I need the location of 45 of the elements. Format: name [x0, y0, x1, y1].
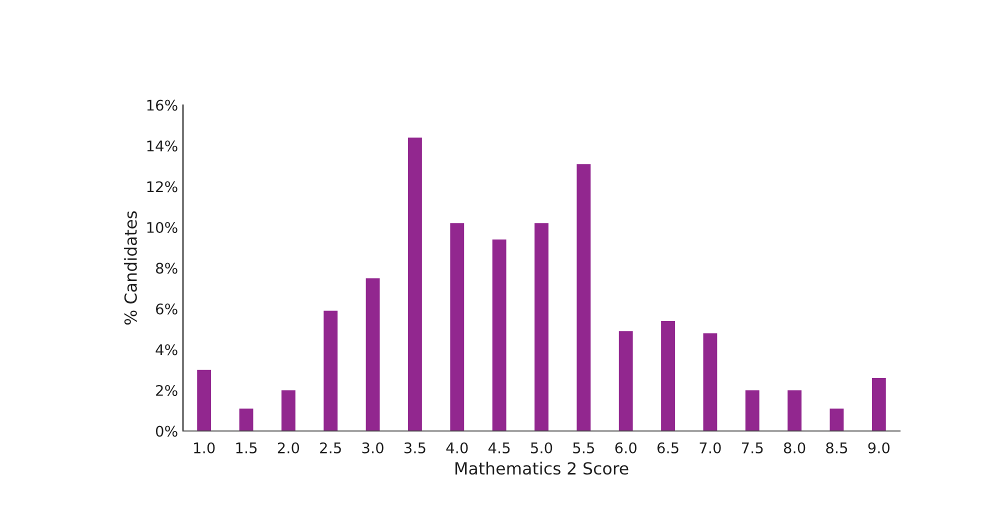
bar — [661, 320, 675, 431]
y-tick-label: 6% — [156, 303, 178, 314]
x-tick-label: 7.5 — [742, 442, 763, 454]
x-tick-label: 9.0 — [868, 442, 890, 454]
y-tick-label: 14% — [147, 140, 178, 152]
x-tick-label: 8.0 — [784, 442, 806, 454]
bar — [534, 223, 548, 431]
bar — [618, 331, 633, 431]
y-tick-label: 2% — [156, 384, 178, 396]
x-tick-label: 4.0 — [446, 442, 468, 454]
y-tick-label: 16% — [147, 100, 178, 111]
bar — [703, 333, 718, 431]
x-tick-label: 3.0 — [362, 442, 384, 454]
bar — [408, 138, 422, 431]
x-tick-label: 6.0 — [615, 442, 636, 454]
bar — [872, 378, 886, 431]
y-tick-label: 12% — [147, 181, 178, 192]
y-tick-label: 10% — [147, 222, 178, 233]
bar — [788, 390, 802, 431]
x-tick-label: 2.0 — [278, 442, 300, 454]
x-tick-label: 4.5 — [488, 442, 510, 454]
x-tick-label: 1.0 — [194, 442, 215, 454]
x-tick-label: 3.5 — [404, 442, 426, 454]
bar — [366, 278, 380, 431]
y-tick-label: 4% — [156, 344, 178, 356]
y-tick-label: 0% — [156, 426, 178, 437]
bar — [197, 370, 212, 431]
bar — [450, 223, 464, 431]
bar — [324, 310, 338, 431]
y-axis-title: % Candidates — [124, 211, 137, 325]
x-tick-label: 2.5 — [320, 442, 341, 454]
x-tick-label: 1.5 — [236, 442, 257, 454]
x-axis-title: Mathematics 2 Score — [455, 462, 628, 475]
x-tick-label: 6.5 — [657, 442, 678, 454]
bar — [281, 390, 296, 431]
bar — [492, 239, 506, 431]
x-tick-label: 8.5 — [826, 442, 848, 454]
bar — [576, 164, 591, 431]
bar — [745, 390, 760, 431]
x-tick-label: 5.0 — [531, 442, 552, 454]
bar — [830, 408, 844, 431]
bar — [239, 408, 254, 431]
x-tick-label: 5.5 — [573, 442, 594, 454]
x-tick-label: 7.0 — [700, 442, 721, 454]
y-tick-label: 8% — [156, 262, 178, 274]
